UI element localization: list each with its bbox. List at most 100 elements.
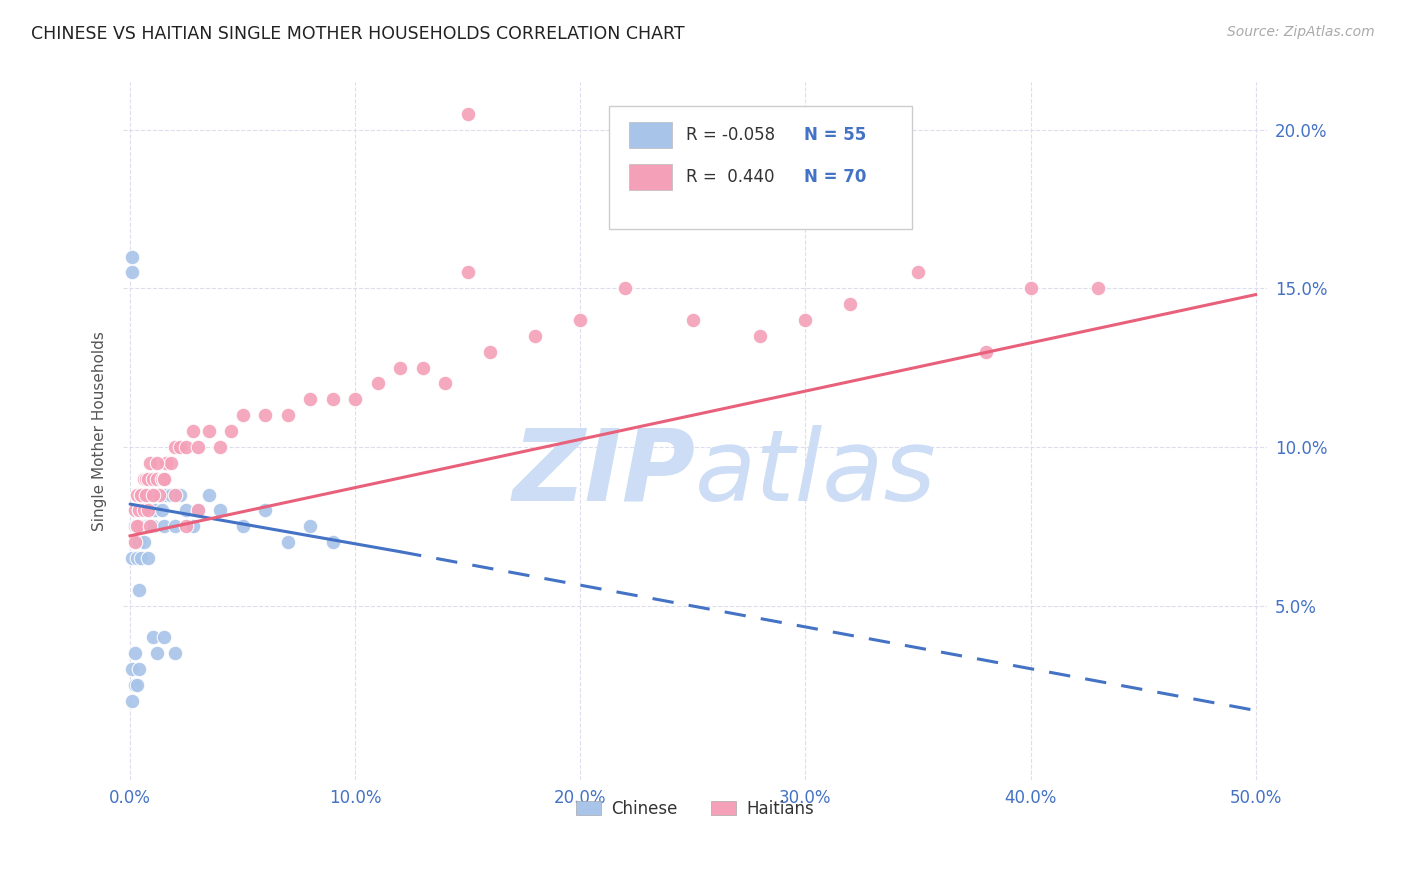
Point [128, 503, 150, 517]
Text: R = -0.058: R = -0.058 [686, 126, 775, 144]
Point [146, 487, 169, 501]
Point [131, 503, 153, 517]
Point [232, 409, 254, 423]
Point [165, 487, 187, 501]
Point [128, 535, 150, 549]
Point [682, 313, 704, 327]
Point [457, 265, 479, 279]
Point [146, 646, 169, 660]
Point [209, 440, 232, 454]
Point [128, 519, 150, 533]
Point [907, 265, 929, 279]
Point [457, 106, 479, 120]
Point [153, 472, 176, 486]
Point [434, 376, 457, 391]
Point [176, 519, 198, 533]
Point [124, 646, 146, 660]
Point [148, 487, 170, 501]
Point [128, 519, 150, 533]
Point [974, 344, 997, 359]
Point [121, 250, 143, 264]
Point [136, 487, 159, 501]
Point [131, 519, 153, 533]
Point [569, 313, 592, 327]
Point [142, 631, 165, 645]
Point [150, 472, 173, 486]
Point [1019, 281, 1042, 295]
Point [322, 392, 344, 407]
Point [749, 329, 772, 343]
Point [139, 519, 162, 533]
Point [135, 487, 157, 501]
Text: CHINESE VS HAITIAN SINGLE MOTHER HOUSEHOLDS CORRELATION CHART: CHINESE VS HAITIAN SINGLE MOTHER HOUSEHO… [31, 25, 685, 43]
Point [159, 456, 181, 470]
Point [1087, 281, 1109, 295]
Point [125, 503, 148, 517]
Point [169, 487, 191, 501]
Point [125, 519, 148, 533]
Point [135, 519, 157, 533]
Point [169, 440, 191, 454]
Point [135, 487, 157, 501]
Point [150, 503, 173, 517]
Point [187, 503, 209, 517]
Point [121, 265, 143, 279]
Point [146, 472, 169, 486]
Point [176, 503, 198, 517]
Point [153, 631, 176, 645]
Point [128, 582, 150, 597]
Point [139, 503, 162, 517]
Point [128, 662, 150, 676]
Point [124, 535, 146, 549]
Point [367, 376, 389, 391]
Point [524, 329, 547, 343]
Point [198, 487, 221, 501]
Legend: Chinese, Haitians: Chinese, Haitians [569, 793, 821, 824]
Point [121, 551, 143, 566]
Point [125, 551, 148, 566]
Point [614, 281, 637, 295]
Point [143, 487, 166, 501]
Point [142, 487, 165, 501]
Point [139, 519, 162, 533]
Point [344, 392, 367, 407]
Point [136, 503, 159, 517]
Point [125, 535, 148, 549]
Point [176, 440, 198, 454]
Point [139, 456, 162, 470]
Point [165, 646, 187, 660]
Point [125, 487, 148, 501]
Point [132, 503, 155, 517]
Point [299, 392, 322, 407]
Text: N = 70: N = 70 [804, 168, 866, 186]
Point [125, 519, 148, 533]
Point [155, 456, 177, 470]
Point [125, 519, 148, 533]
Point [155, 487, 177, 501]
Point [322, 535, 344, 549]
Point [124, 678, 146, 692]
Point [124, 503, 146, 517]
Point [121, 662, 143, 676]
Point [221, 424, 243, 438]
Point [232, 519, 254, 533]
Point [124, 503, 146, 517]
Point [136, 503, 159, 517]
Point [121, 694, 143, 708]
Point [132, 472, 155, 486]
Point [136, 472, 159, 486]
Point [142, 472, 165, 486]
Point [479, 344, 502, 359]
Point [794, 313, 817, 327]
FancyBboxPatch shape [609, 106, 912, 228]
Point [131, 487, 153, 501]
Point [132, 503, 155, 517]
Point [839, 297, 862, 311]
Point [132, 535, 155, 549]
FancyBboxPatch shape [628, 121, 672, 148]
Point [165, 440, 187, 454]
Point [142, 487, 165, 501]
Point [124, 535, 146, 549]
Point [142, 487, 165, 501]
Point [198, 424, 221, 438]
